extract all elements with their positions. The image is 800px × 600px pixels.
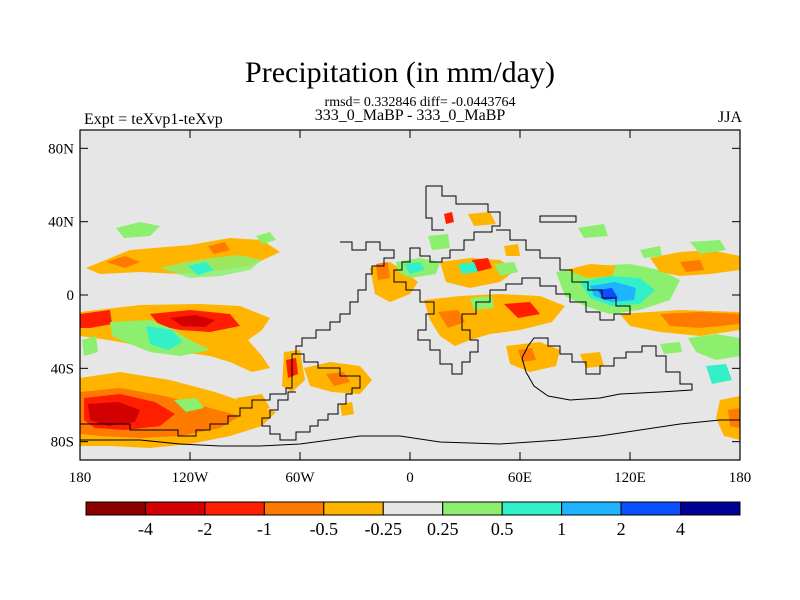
colorbar-label: -0.5 [310,519,339,539]
lat-tick-label: 80N [48,141,74,157]
field-orange [504,244,520,256]
colorbar-swatch [323,501,384,516]
lat-tick-label: 80S [51,435,74,451]
lon-tick-label: 120E [614,470,646,486]
field-red [438,310,465,328]
coastline-australia [521,337,693,401]
lat-tick-label: 0 [67,288,75,304]
statistics-label: rmsd= 0.332846 diff= -0.0443764 [324,95,516,110]
field-green [660,342,682,354]
colorbar-swatch [620,501,682,516]
coastline-antarctic [80,419,740,447]
colorbar-label: -4 [138,519,153,539]
field-green [160,255,262,278]
field-red [376,262,390,280]
experiment-subtitle: 333_0_MaBP - 333_0_MaBP [314,107,506,124]
season-label: JJA [717,109,742,126]
field-red [504,302,540,318]
plot-title: Precipitation (in mm/day) [245,56,555,89]
field-orange [716,396,740,440]
lon-tick-label: 120W [172,470,210,486]
field-green [116,222,160,238]
coastline-americas [80,241,395,437]
field-darkred [170,315,215,327]
coastline-africa-eurasia [393,185,631,375]
colorbar-label: 0.5 [491,519,514,539]
field-green [578,224,608,238]
colorbar-swatch [501,501,563,516]
field-cyan [706,364,732,384]
field-orange [468,212,496,226]
field-orange [340,402,354,416]
latitude-axis: 80N 40N 0 40S 80S [48,141,740,451]
colorbar-swatch [561,501,622,516]
field-red [660,312,740,328]
coastlines [80,185,740,447]
field-cyan [458,262,478,274]
field-green [688,334,740,360]
field-green [428,234,450,250]
colorbar-swatch [680,501,741,516]
field-orange [236,394,270,414]
field-green [82,336,98,356]
field-cyan [404,262,425,274]
colorbar-swatch [204,501,265,516]
experiment-label: Expt = teXvp1-teXvp [84,111,223,128]
coastline-south-america [261,353,361,441]
field-blue [598,288,618,300]
field-darkred [88,402,140,426]
field-red [680,260,704,272]
coastline-eurasia-north [425,186,444,231]
field-red [472,258,492,272]
lat-tick-label: 40S [51,361,74,377]
colorbar-label: -0.25 [365,519,403,539]
lon-tick-label: 180 [729,470,752,486]
lon-tick-label: 180 [69,470,92,486]
colorbar-label: -1 [257,519,272,539]
longitude-axis: 180 120W 60W 0 60E 120E 180 [69,130,752,486]
lon-tick-label: 60W [285,470,315,486]
field-orange [106,256,140,268]
field-cyan [188,262,214,275]
colorbar-swatch [263,501,325,516]
field-green [256,232,276,244]
field-red [444,212,454,224]
precip-field [80,212,740,448]
colorbar-swatch [85,501,146,516]
field-green [640,246,662,258]
colorbar-label: 0.25 [427,519,459,539]
lon-tick-label: 60E [508,470,532,486]
field-green [494,262,518,276]
colorbar-label: -2 [197,519,212,539]
colorbar-swatch [144,501,206,516]
coastline-asia-island [539,215,577,223]
field-orange [208,242,230,254]
field-red [80,310,112,328]
colorbar-label: 2 [617,519,626,539]
colorbar: -4 -2 -1 -0.5 -0.25 0.25 0.5 1 2 4 [85,501,741,539]
colorbar-label: 1 [557,519,566,539]
field-orange [566,264,616,278]
lon-tick-label: 0 [406,470,414,486]
colorbar-swatch [382,501,444,516]
colorbar-label: 4 [676,519,685,539]
lat-tick-label: 40N [48,215,74,231]
field-cyan [146,326,182,350]
field-red [728,408,740,428]
field-green [174,398,204,412]
field-green [690,240,726,254]
colorbar-swatch [442,501,503,516]
